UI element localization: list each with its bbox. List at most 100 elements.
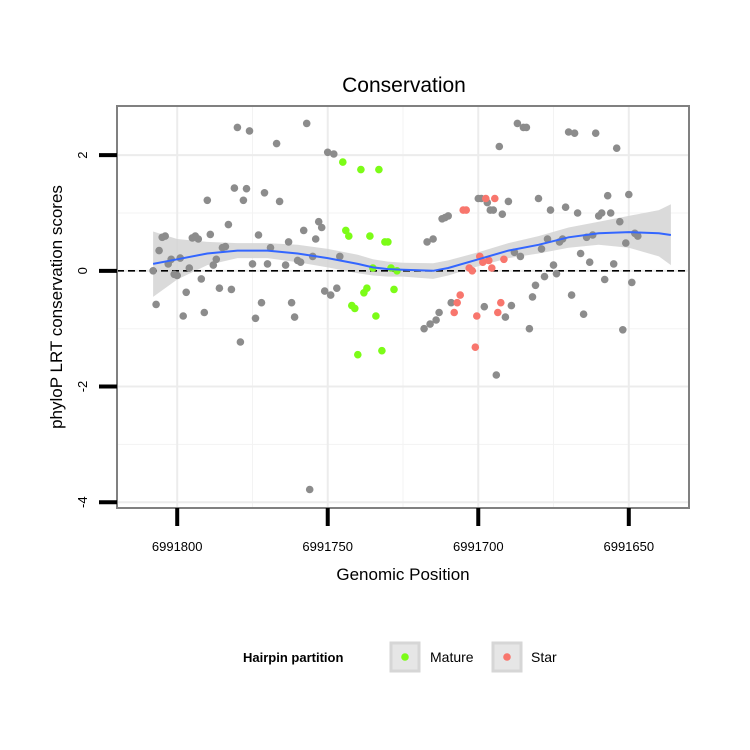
data-point-other xyxy=(573,209,582,217)
data-point-other xyxy=(432,316,440,324)
legend-label-mature: Mature xyxy=(430,649,474,665)
data-point-other xyxy=(173,271,181,280)
data-point-other xyxy=(516,252,525,261)
data-point-other xyxy=(245,127,254,135)
data-point-star xyxy=(453,298,462,307)
data-point-other xyxy=(320,287,329,295)
x-tick-label: 6991650 xyxy=(603,539,654,554)
data-point-other xyxy=(606,209,615,217)
data-point-other xyxy=(570,129,579,137)
data-point-mature xyxy=(357,165,365,174)
data-point-other xyxy=(447,298,456,307)
x-tick-label: 6991750 xyxy=(302,539,353,554)
data-point-other xyxy=(612,144,621,152)
data-point-other xyxy=(435,308,443,317)
data-point-mature xyxy=(363,284,371,293)
data-point-other xyxy=(263,260,272,268)
x-tick-label: 6991700 xyxy=(453,539,504,554)
data-point-star xyxy=(488,264,496,272)
y-axis-title: phyloP LRT conservation scores xyxy=(47,185,66,429)
data-point-other xyxy=(528,293,537,301)
data-point-star xyxy=(494,308,502,317)
data-point-other xyxy=(242,184,251,193)
data-point-other xyxy=(429,235,437,243)
data-point-other xyxy=(296,258,305,267)
data-point-other xyxy=(501,313,510,321)
data-point-other xyxy=(567,291,576,299)
y-tick-label: -4 xyxy=(75,496,90,508)
data-point-other xyxy=(206,230,215,239)
data-point-other xyxy=(522,123,531,132)
smooth-trend-line xyxy=(152,231,672,272)
data-point-mature xyxy=(366,232,374,240)
data-point-other xyxy=(603,191,612,200)
data-point-other xyxy=(266,243,275,252)
data-point-star xyxy=(473,312,481,320)
data-point-other xyxy=(182,288,190,297)
points-mature xyxy=(339,158,401,359)
data-point-other xyxy=(275,197,284,206)
data-point-other xyxy=(564,128,573,136)
data-point-mature xyxy=(354,350,362,359)
data-point-star xyxy=(468,267,477,275)
data-point-other xyxy=(197,275,206,283)
data-point-other xyxy=(239,196,248,205)
data-point-other xyxy=(284,238,293,246)
data-point-other xyxy=(420,324,428,333)
data-point-other xyxy=(200,308,209,317)
data-point-other xyxy=(215,284,224,293)
data-point-other xyxy=(525,324,534,333)
data-point-other xyxy=(314,217,323,226)
legend-dot-mature xyxy=(401,653,409,661)
x-axis-title: Genomic Position xyxy=(336,565,469,584)
data-point-other xyxy=(272,139,281,148)
data-point-other xyxy=(426,320,434,328)
y-tick-label: 0 xyxy=(75,267,90,274)
data-point-other xyxy=(224,220,233,229)
data-point-other xyxy=(236,338,245,346)
data-point-other xyxy=(492,371,501,379)
data-point-other xyxy=(260,189,269,197)
data-point-other xyxy=(634,232,642,240)
x-tick-label: 6991800 xyxy=(152,539,203,554)
y-tick-label: -2 xyxy=(75,381,90,393)
data-point-other xyxy=(317,223,326,232)
data-point-star xyxy=(482,194,490,203)
data-point-other xyxy=(149,267,157,275)
data-point-mature xyxy=(393,267,401,275)
data-point-other xyxy=(155,246,163,255)
data-point-other xyxy=(336,252,344,261)
data-point-other xyxy=(540,272,549,281)
data-point-mature xyxy=(342,226,350,235)
data-point-other xyxy=(254,231,263,239)
legend: Hairpin partition Mature Star xyxy=(243,641,557,673)
data-point-mature xyxy=(339,158,347,166)
data-point-mature xyxy=(375,165,383,174)
data-point-other xyxy=(281,261,290,269)
points-other xyxy=(149,119,642,494)
chart-title: Conservation xyxy=(342,74,466,97)
data-point-other xyxy=(221,242,230,251)
data-point-other xyxy=(585,258,594,267)
data-point-other xyxy=(302,119,311,128)
data-point-other xyxy=(161,232,169,240)
data-point-other xyxy=(498,210,507,218)
plot-border xyxy=(116,105,690,509)
data-point-other xyxy=(185,264,194,272)
data-point-other xyxy=(227,285,236,294)
data-point-other xyxy=(330,150,338,158)
data-point-star xyxy=(456,291,465,299)
data-point-other xyxy=(194,235,203,243)
data-point-other xyxy=(537,245,546,253)
data-point-other xyxy=(212,255,221,264)
data-point-other xyxy=(625,190,633,199)
data-point-other xyxy=(152,300,160,309)
data-point-other xyxy=(619,326,627,334)
data-point-other xyxy=(323,148,332,157)
data-point-other xyxy=(531,281,540,290)
data-point-mature xyxy=(372,312,380,320)
data-point-other xyxy=(423,238,431,246)
data-point-star xyxy=(485,256,493,265)
data-point-mature xyxy=(384,238,392,246)
data-point-other xyxy=(326,291,335,299)
